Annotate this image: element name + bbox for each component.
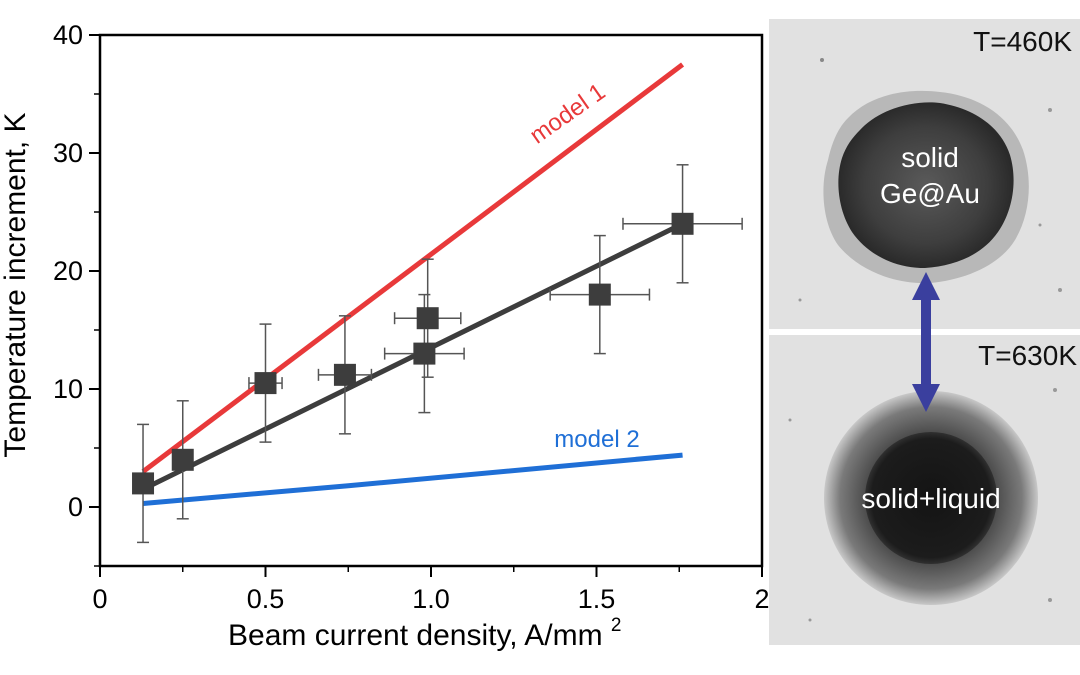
x-axis-title: Beam current density, A/mm 2 [228,615,622,652]
top-speck [1058,288,1062,292]
x-axis-ticks: 0 0.5 1.0 1.5 2 [92,566,770,614]
fit-line [141,221,684,492]
model-line-1 [141,62,685,474]
top-particle [838,102,1014,268]
data-point [588,283,611,306]
x-axis-title-text: Beam current density, A/mm [228,619,603,652]
arrow-shaft [921,294,931,394]
y-tick-label: 10 [53,374,83,404]
bottom-speck [788,418,792,422]
top-speck [820,58,824,62]
bottom-particle-label: solid+liquid [861,483,1000,514]
x-tick-label: 0.5 [247,584,285,614]
y-tick-label: 30 [53,138,83,168]
data-points [132,212,694,495]
model-line-2 [142,452,683,506]
bottom-particle-core [865,432,997,564]
x-tick-label: 2 [754,584,769,614]
top-particle-label-line2: Ge@Au [880,178,980,209]
data-point [333,363,356,386]
micrograph-panels: T=460K solid Ge@Au T=630K solid+liquid [769,19,1080,645]
top-temperature-label: T=460K [973,26,1072,57]
top-particle-label-line1: solid [901,142,959,173]
top-speck [798,298,802,302]
arrow-head-down [912,384,940,412]
plot-frame [98,33,764,568]
data-point [416,307,439,330]
y-tick-label: 20 [53,256,83,286]
y-tick-label: 40 [53,20,83,50]
transition-double-arrow [912,272,940,412]
data-point [171,448,194,471]
model-1-label: model 1 [525,78,610,149]
data-point [254,372,277,395]
top-speck [1038,223,1042,227]
bottom-speck [808,618,812,622]
model-lines [141,62,685,506]
data-point [413,342,436,365]
micrograph-bottom: T=630K solid+liquid [769,335,1080,645]
bottom-temperature-label: T=630K [978,340,1077,371]
data-point [671,212,694,235]
model-2-label: model 2 [554,426,639,453]
y-axis-ticks: 0 10 20 30 40 [53,20,100,567]
x-tick-label: 1.0 [412,584,450,614]
y-tick-label: 0 [68,492,83,522]
arrow-head-up [912,272,940,300]
x-axis-title-superscript: 2 [611,615,622,636]
y-axis-title: Temperature increment, K [0,112,32,457]
error-bars [137,164,743,544]
x-tick-label: 0 [92,584,107,614]
top-speck [1048,108,1052,112]
x-tick-label: 1.5 [578,584,616,614]
bottom-speck [1053,388,1057,392]
data-point [132,472,155,495]
bottom-speck [1048,598,1052,602]
